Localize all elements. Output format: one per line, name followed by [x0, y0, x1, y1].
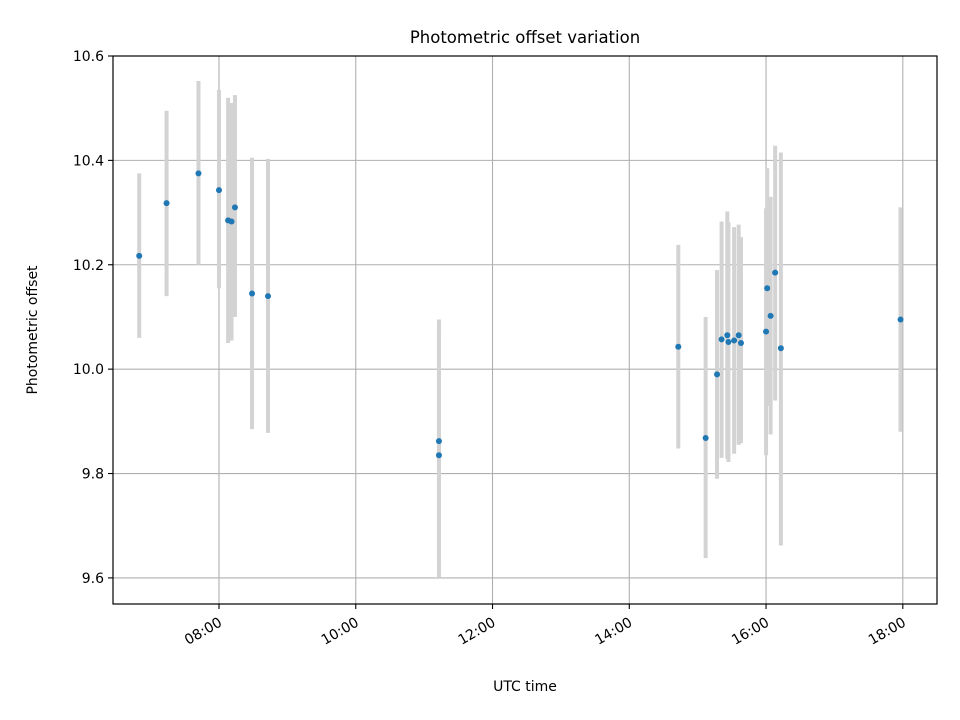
y-tick-label: 9.6: [82, 571, 104, 587]
data-point: [702, 435, 709, 442]
data-point: [163, 200, 170, 207]
data-point: [764, 285, 771, 292]
data-point: [264, 293, 271, 300]
data-point: [675, 343, 682, 350]
data-point: [767, 312, 774, 319]
plot-frame: [112, 55, 938, 605]
data-points: [136, 170, 904, 459]
data-point: [435, 452, 442, 459]
data-point: [777, 345, 784, 352]
chart-title: Photometric offset variation: [410, 28, 640, 47]
data-point: [136, 252, 143, 259]
data-point: [897, 316, 904, 323]
y-axis: 9.6 9.8 10.0 10.2 10.4 10.6: [73, 49, 113, 587]
data-point: [763, 328, 770, 335]
y-tick-label: 10.4: [73, 153, 104, 169]
y-tick-label: 10.0: [73, 362, 104, 378]
y-tick-label: 10.2: [73, 258, 104, 274]
data-point: [714, 371, 721, 378]
data-point: [772, 269, 779, 276]
data-point: [737, 340, 744, 347]
data-point: [725, 339, 732, 346]
data-point: [228, 218, 235, 225]
data-point: [718, 336, 725, 343]
data-point: [215, 187, 222, 194]
x-axis-label: UTC time: [493, 679, 557, 695]
data-point: [724, 332, 731, 339]
data-point: [231, 204, 238, 211]
data-point: [731, 337, 738, 344]
data-point: [249, 290, 256, 297]
data-point: [735, 332, 742, 339]
y-tick-label: 10.6: [73, 49, 104, 65]
y-axis-label: Photometric offset: [25, 265, 41, 395]
y-tick-label: 9.8: [82, 467, 104, 483]
data-point: [195, 170, 202, 177]
data-point: [435, 438, 442, 445]
